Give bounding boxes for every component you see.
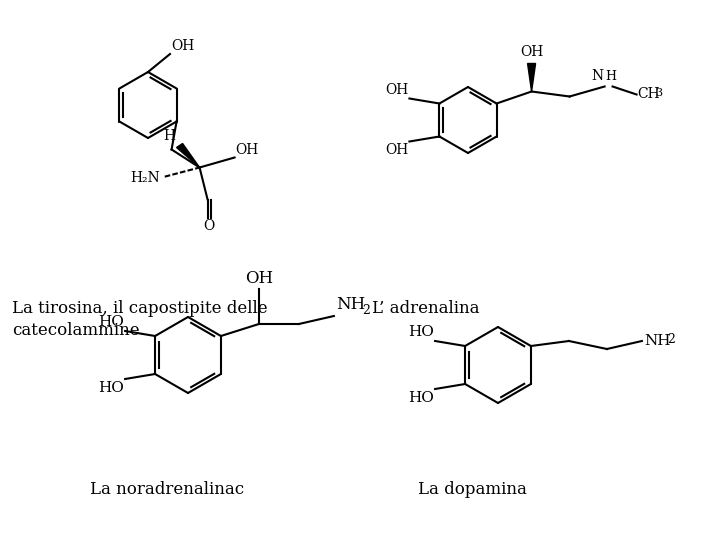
Text: HO: HO: [408, 325, 434, 339]
Text: 3: 3: [656, 89, 662, 98]
Text: OH: OH: [235, 143, 258, 157]
Text: O: O: [203, 219, 215, 233]
Text: OH: OH: [245, 270, 273, 287]
Text: H: H: [606, 71, 616, 84]
Text: OH: OH: [520, 44, 543, 58]
Text: H: H: [163, 130, 176, 144]
Text: HO: HO: [98, 381, 124, 395]
Text: OH: OH: [171, 39, 194, 53]
Text: OH: OH: [385, 84, 408, 98]
Text: HO: HO: [408, 391, 434, 405]
Text: 2: 2: [667, 333, 675, 346]
Text: NH: NH: [644, 334, 670, 348]
Polygon shape: [176, 144, 199, 167]
Polygon shape: [528, 64, 536, 91]
Text: La noradrenalinac: La noradrenalinac: [90, 481, 244, 498]
Text: 2: 2: [362, 304, 370, 317]
Text: La dopamina: La dopamina: [418, 481, 527, 498]
Text: H₂N: H₂N: [130, 171, 160, 185]
Text: L’ adrenalina: L’ adrenalina: [372, 300, 480, 317]
Text: HO: HO: [98, 315, 124, 329]
Text: N: N: [591, 70, 603, 84]
Text: NH: NH: [336, 296, 365, 313]
Text: CH: CH: [638, 87, 660, 102]
Text: OH: OH: [385, 143, 408, 157]
Text: La tirosina, il capostipite delle
catecolammine.: La tirosina, il capostipite delle cateco…: [12, 300, 268, 339]
